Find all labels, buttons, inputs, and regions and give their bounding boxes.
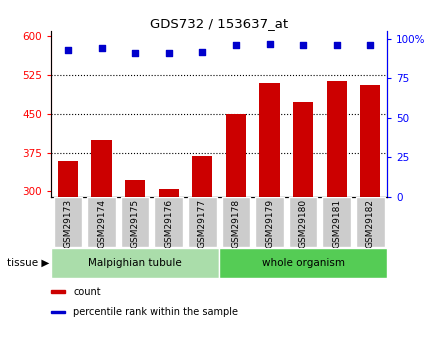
Point [132,50,139,56]
Bar [125,180,145,345]
FancyBboxPatch shape [255,197,284,247]
Bar [226,114,246,345]
FancyBboxPatch shape [219,248,387,278]
Text: Malpighian tubule: Malpighian tubule [88,258,182,268]
Bar [192,156,212,345]
Bar [327,81,347,345]
Point [98,46,105,51]
Bar [159,189,179,345]
Bar [51,311,65,314]
Text: GSM29181: GSM29181 [332,199,341,248]
Bar [51,290,65,293]
Text: count: count [73,287,101,296]
Point [165,50,172,56]
Text: percentile rank within the sample: percentile rank within the sample [73,307,238,317]
Text: GSM29178: GSM29178 [231,199,240,248]
Point [333,42,340,48]
Text: GSM29177: GSM29177 [198,199,207,248]
Text: tissue ▶: tissue ▶ [7,258,49,268]
Point [266,41,273,47]
Bar [259,83,279,345]
Point [199,49,206,54]
Text: GSM29176: GSM29176 [164,199,173,248]
Point [299,42,307,48]
Text: GSM29173: GSM29173 [64,199,73,248]
FancyBboxPatch shape [323,197,351,247]
FancyBboxPatch shape [54,197,82,247]
FancyBboxPatch shape [289,197,317,247]
FancyBboxPatch shape [51,248,219,278]
FancyBboxPatch shape [87,197,116,247]
FancyBboxPatch shape [154,197,183,247]
FancyBboxPatch shape [188,197,217,247]
FancyBboxPatch shape [356,197,384,247]
FancyBboxPatch shape [121,197,150,247]
FancyBboxPatch shape [222,197,250,247]
Text: GSM29179: GSM29179 [265,199,274,248]
Bar [92,140,112,345]
Bar [293,102,313,345]
Point [65,47,72,53]
Text: GSM29175: GSM29175 [131,199,140,248]
Point [367,42,374,48]
Title: GDS732 / 153637_at: GDS732 / 153637_at [150,17,288,30]
Text: GSM29182: GSM29182 [366,199,375,248]
Text: GSM29180: GSM29180 [299,199,307,248]
Bar [58,161,78,345]
Text: whole organism: whole organism [262,258,345,268]
Point [232,42,239,48]
Text: GSM29174: GSM29174 [97,199,106,248]
Bar [360,86,380,345]
